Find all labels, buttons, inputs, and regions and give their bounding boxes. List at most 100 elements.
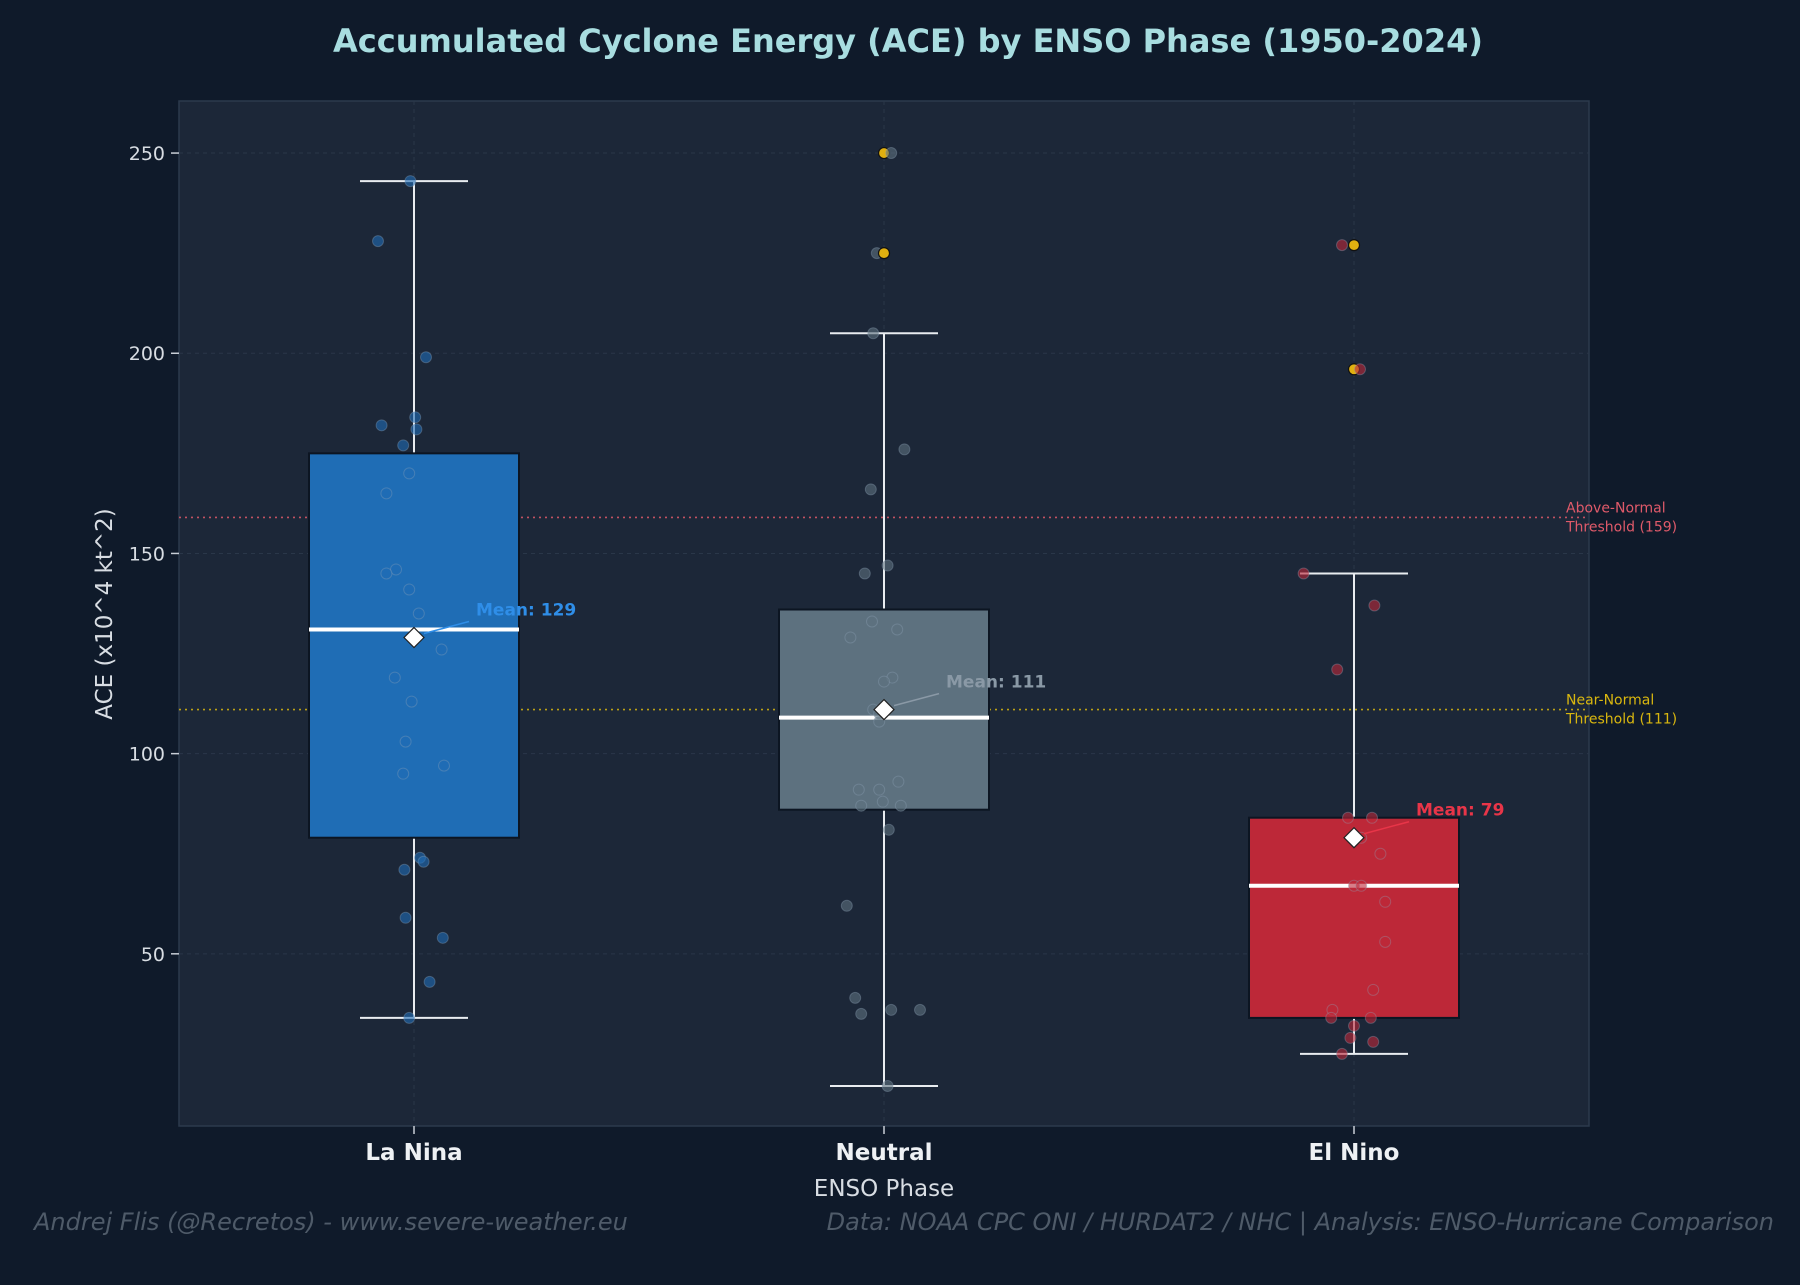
x-tick-label: La Nina	[365, 1140, 462, 1166]
y-tick-label: 200	[129, 343, 165, 365]
data-point	[404, 175, 417, 188]
data-point	[1354, 363, 1366, 376]
data-point	[1342, 811, 1354, 824]
data-point	[380, 487, 393, 500]
data-point	[403, 1011, 416, 1024]
y-tick-label: 100	[129, 744, 165, 766]
y-tick-label: 150	[129, 543, 165, 565]
mean-marker	[873, 698, 895, 721]
data-point	[855, 799, 868, 812]
data-point	[885, 147, 898, 160]
data-point	[1325, 1011, 1338, 1024]
data-point	[914, 1003, 926, 1016]
data-point	[1379, 895, 1392, 908]
mean-label: Mean: 111	[946, 673, 1046, 693]
box-layer: Mean: 129 Mean: 111 Mean: 79	[308, 146, 1504, 1092]
data-point	[380, 567, 393, 580]
data-point	[1336, 1047, 1348, 1060]
data-point	[1368, 599, 1381, 612]
data-point	[420, 351, 432, 364]
data-point	[881, 559, 894, 572]
threshold-label: Above-Normal	[1566, 500, 1666, 516]
footer-credit: Andrej Flis (@Recretos) - www.severe-wea…	[34, 1208, 628, 1236]
data-point	[1364, 1011, 1377, 1024]
data-point	[388, 671, 401, 684]
data-point	[898, 443, 911, 456]
mean-label: Mean: 79	[1416, 801, 1504, 821]
data-point	[855, 1007, 868, 1020]
x-tick-label: Neutral	[836, 1140, 933, 1166]
box-group-neutral: Mean: 111	[778, 146, 1046, 1092]
data-point	[1367, 1035, 1380, 1048]
mean-label: Mean: 129	[476, 601, 576, 621]
axis-layer: 50 100 150 200 250 La Nina Neutral El Nino	[129, 143, 1400, 1166]
data-point	[894, 799, 907, 812]
data-point	[399, 735, 412, 748]
iqr-box	[1248, 816, 1460, 1019]
data-point	[1366, 811, 1378, 824]
data-point	[1374, 847, 1387, 860]
highlight-point	[877, 247, 891, 260]
data-point	[852, 783, 865, 796]
x-tick-label: El Nino	[1309, 1140, 1400, 1166]
threshold-label: Threshold (159)	[1565, 519, 1677, 535]
data-point	[417, 855, 430, 868]
data-point	[876, 795, 889, 808]
data-point	[866, 615, 878, 628]
data-point	[398, 863, 411, 876]
threshold-label: Near-Normal	[1566, 693, 1654, 709]
data-point	[410, 423, 423, 436]
data-point	[858, 567, 871, 580]
data-point	[1367, 983, 1380, 996]
data-point	[844, 631, 857, 644]
data-point	[840, 899, 853, 912]
box-group-la-nina: Mean: 129	[308, 175, 576, 1024]
data-point	[864, 483, 877, 496]
data-point	[436, 931, 449, 944]
data-point	[1336, 239, 1348, 252]
x-axis-label: ENSO Phase	[814, 1176, 954, 1202]
data-point	[1379, 935, 1392, 948]
data-point	[1331, 663, 1344, 676]
data-point	[372, 235, 384, 248]
data-point	[1348, 1019, 1360, 1032]
data-point	[397, 767, 410, 780]
data-point	[891, 623, 904, 636]
data-point	[405, 695, 418, 708]
data-point	[397, 439, 410, 452]
mean-leader-line	[1363, 820, 1410, 835]
mean-leader-line	[423, 620, 470, 635]
data-point	[403, 583, 416, 596]
data-point	[435, 643, 448, 656]
y-axis-label: ACE (x10^4 kt^2)	[92, 508, 118, 720]
data-point	[438, 759, 450, 772]
data-point	[412, 607, 425, 620]
data-point	[892, 775, 905, 788]
mean-leader-line	[893, 692, 940, 707]
data-point	[1355, 879, 1368, 892]
data-point	[1297, 567, 1310, 580]
data-point	[881, 1079, 894, 1092]
data-point	[867, 327, 880, 340]
footer-source: Data: NOAA CPC ONI / HURDAT2 / NHC | Ana…	[826, 1208, 1774, 1236]
data-point	[399, 911, 412, 924]
data-point	[423, 975, 436, 988]
y-tick-label: 250	[129, 143, 165, 165]
data-point	[882, 823, 895, 836]
data-point	[1344, 1031, 1357, 1044]
data-point	[873, 783, 886, 796]
data-point	[873, 715, 886, 728]
threshold-label: Threshold (111)	[1565, 712, 1677, 728]
data-point	[390, 563, 402, 576]
chart-title: Accumulated Cyclone Energy (ACE) by ENSO…	[333, 22, 1483, 60]
data-point	[878, 675, 890, 688]
mean-marker	[403, 626, 425, 649]
box-group-el-nino: Mean: 79	[1248, 239, 1504, 1060]
data-point	[409, 411, 422, 424]
highlight-point	[1347, 239, 1361, 252]
data-point	[403, 467, 416, 480]
mean-marker	[1343, 826, 1365, 849]
data-point	[885, 1003, 898, 1016]
data-point	[849, 991, 862, 1004]
